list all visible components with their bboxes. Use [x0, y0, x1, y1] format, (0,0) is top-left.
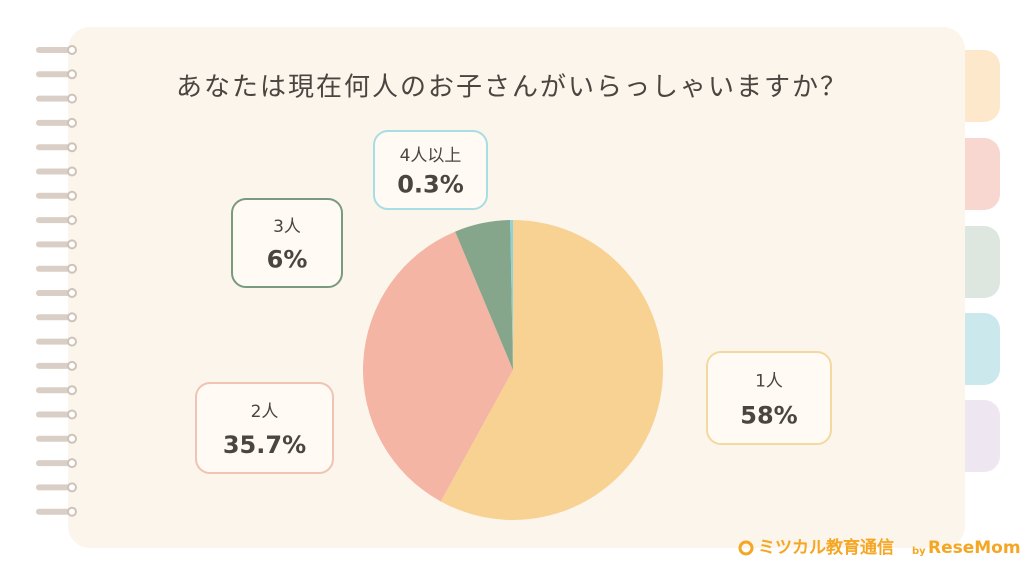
slice-value: 6% [267, 246, 308, 274]
ring [36, 144, 70, 151]
ring-hole [67, 312, 77, 323]
pie-slice [440, 220, 663, 520]
ring-hole [67, 482, 77, 493]
ring [36, 435, 70, 442]
ring [36, 168, 70, 175]
pie-slice [510, 220, 513, 370]
ring [36, 362, 70, 369]
brand-by: by [912, 546, 926, 557]
ring-hole [67, 239, 77, 250]
ring [36, 508, 70, 515]
binder-rings [36, 45, 77, 517]
ring-hole [67, 166, 77, 177]
slice-value: 35.7% [223, 431, 306, 459]
pie-slice [455, 220, 513, 370]
slice-category: 4人以上 [400, 146, 462, 166]
ring-hole [67, 45, 77, 55]
slice-category: 3人 [273, 217, 301, 237]
ring-hole [67, 336, 77, 347]
ring [36, 241, 70, 248]
brand-name: ミツカル教育通信 [758, 537, 894, 558]
label-box [373, 130, 488, 210]
ring [36, 290, 70, 296]
ring [36, 119, 70, 126]
ring-hole [67, 458, 77, 469]
brand-icon [738, 540, 754, 556]
ring-hole [67, 385, 77, 396]
label-box [706, 351, 832, 445]
ring [36, 265, 70, 272]
ring-hole [67, 117, 77, 128]
slice-category: 1人 [755, 371, 783, 391]
ring-hole [67, 215, 77, 226]
ring [36, 387, 70, 394]
ring-hole [67, 142, 77, 153]
label-box [195, 382, 334, 474]
ring [36, 95, 70, 102]
ring-hole [67, 190, 77, 201]
ring-hole [67, 506, 77, 517]
chart-title: あなたは現在何人のお子さんがいらっしゃいますか？ [176, 73, 848, 103]
ring [36, 217, 70, 224]
ring-hole [67, 263, 77, 274]
ring-hole [67, 69, 77, 80]
ring-hole [67, 433, 77, 444]
slice-value: 0.3% [397, 171, 464, 199]
slice-labels: 1人 58% 2人 35.7% 3人 6% 4人以上 0.3% [195, 130, 832, 474]
ring-hole [67, 360, 77, 371]
ring [36, 460, 70, 467]
ring [36, 338, 70, 345]
ring [36, 484, 70, 491]
pie [363, 220, 663, 520]
brand-partner: ReseMom [928, 538, 1021, 558]
ring-hole [67, 93, 77, 104]
ring-hole [67, 288, 77, 298]
ring-hole [67, 409, 77, 420]
ring [36, 411, 70, 418]
label-box [231, 198, 343, 288]
ring [36, 47, 70, 53]
slice-value: 58% [740, 401, 797, 429]
ring [36, 314, 70, 321]
ring [36, 192, 70, 199]
ring [36, 71, 70, 78]
pie-slice [363, 231, 513, 502]
brand: ミツカル教育通信 by ReseMom [738, 537, 1021, 558]
slice-category: 2人 [251, 402, 279, 422]
